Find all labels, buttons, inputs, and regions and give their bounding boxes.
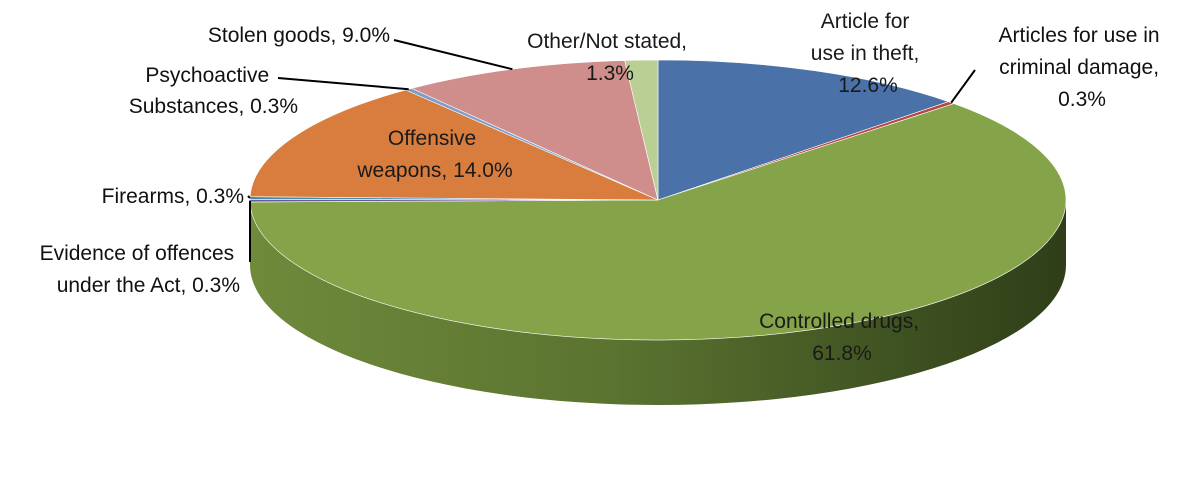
- leader-line-articles-for-use-in-criminal-damage: [950, 69, 976, 104]
- leader-line-firearms: [247, 195, 251, 199]
- slice-label-offensive-weapons: Offensive weapons, 14.0%: [356, 127, 512, 182]
- leader-line-stolen-goods: [393, 39, 513, 71]
- slice-label-controlled-drugs: Controlled drugs, 61.8%: [759, 310, 925, 365]
- slice-label-articles-for-use-in-criminal-damage: Articles for use in criminal damage, 0.3…: [999, 24, 1166, 111]
- pie-slice-other-not-stated: [624, 59, 659, 201]
- pie-slices: [249, 59, 1067, 341]
- pie-slice-stolen-goods: [410, 60, 659, 201]
- slice-label-psychoactive-substances: Psychoactive Substances, 0.3%: [129, 64, 298, 118]
- slice-label-evidence-of-offences: Evidence of offences under the Act, 0.3%: [40, 242, 240, 297]
- leader-lines: [247, 39, 976, 262]
- slice-label-stolen-goods: Stolen goods, 9.0%: [208, 24, 390, 47]
- pie-slice-article-for-use-in-theft: [657, 59, 950, 201]
- slice-label-article-for-use-in-theft: Article for use in theft, 12.6%: [811, 10, 925, 97]
- pie-side-wall: [250, 200, 1066, 405]
- slice-label-other-not-stated: Other/Not stated, 1.3%: [527, 30, 693, 85]
- pie-slice-controlled-drugs: [249, 103, 1067, 341]
- pie-slice-offensive-weapons: [249, 89, 659, 201]
- slice-label-firearms: Firearms, 0.3%: [102, 185, 244, 208]
- leader-line-psychoactive-substances: [277, 77, 409, 91]
